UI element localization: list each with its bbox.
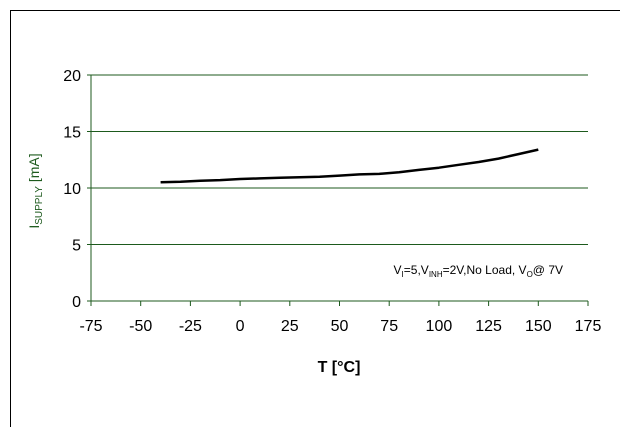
y-tick-label-1: 5 xyxy=(72,238,81,255)
frame-top-border xyxy=(10,10,620,11)
y-tick-label-0: 0 xyxy=(72,294,81,311)
x-tick-label-4: 25 xyxy=(281,318,299,335)
axes xyxy=(87,74,589,306)
y-tick-labels: 0 5 10 15 20 xyxy=(63,68,81,311)
y-axis-label-sub: SUPPLY xyxy=(34,186,45,225)
x-tick-label-2: -25 xyxy=(179,318,202,335)
x-tick-label-1: -50 xyxy=(129,318,152,335)
y-axis-label: ISUPPLY [mA] xyxy=(26,153,45,228)
x-tick-label-10: 175 xyxy=(575,318,602,335)
gridlines xyxy=(91,74,588,245)
y-tick-label-2: 10 xyxy=(63,181,81,198)
x-tick-label-0: -75 xyxy=(79,318,102,335)
x-axis-label: T [°C] xyxy=(318,359,361,376)
x-tick-label-8: 125 xyxy=(475,318,502,335)
x-tick-label-6: 75 xyxy=(380,318,398,335)
x-tick-labels: -75 -50 -25 0 25 50 75 100 125 150 175 xyxy=(79,318,601,335)
x-tick-label-5: 50 xyxy=(331,318,349,335)
conditions-annotation: VI=5,VINH=2V,No Load, VO@ 7V xyxy=(394,263,563,279)
x-tick-label-7: 100 xyxy=(426,318,453,335)
supply-current-line xyxy=(160,148,539,184)
y-axis-label-unit: [mA] xyxy=(26,153,42,186)
y-tick-label-4: 20 xyxy=(63,68,81,85)
frame-left-border xyxy=(10,10,11,427)
y-tick-label-3: 15 xyxy=(63,125,81,142)
x-tick-label-3: 0 xyxy=(236,318,245,335)
x-tick-label-9: 150 xyxy=(525,318,552,335)
y-axis-label-main: I xyxy=(26,225,42,229)
